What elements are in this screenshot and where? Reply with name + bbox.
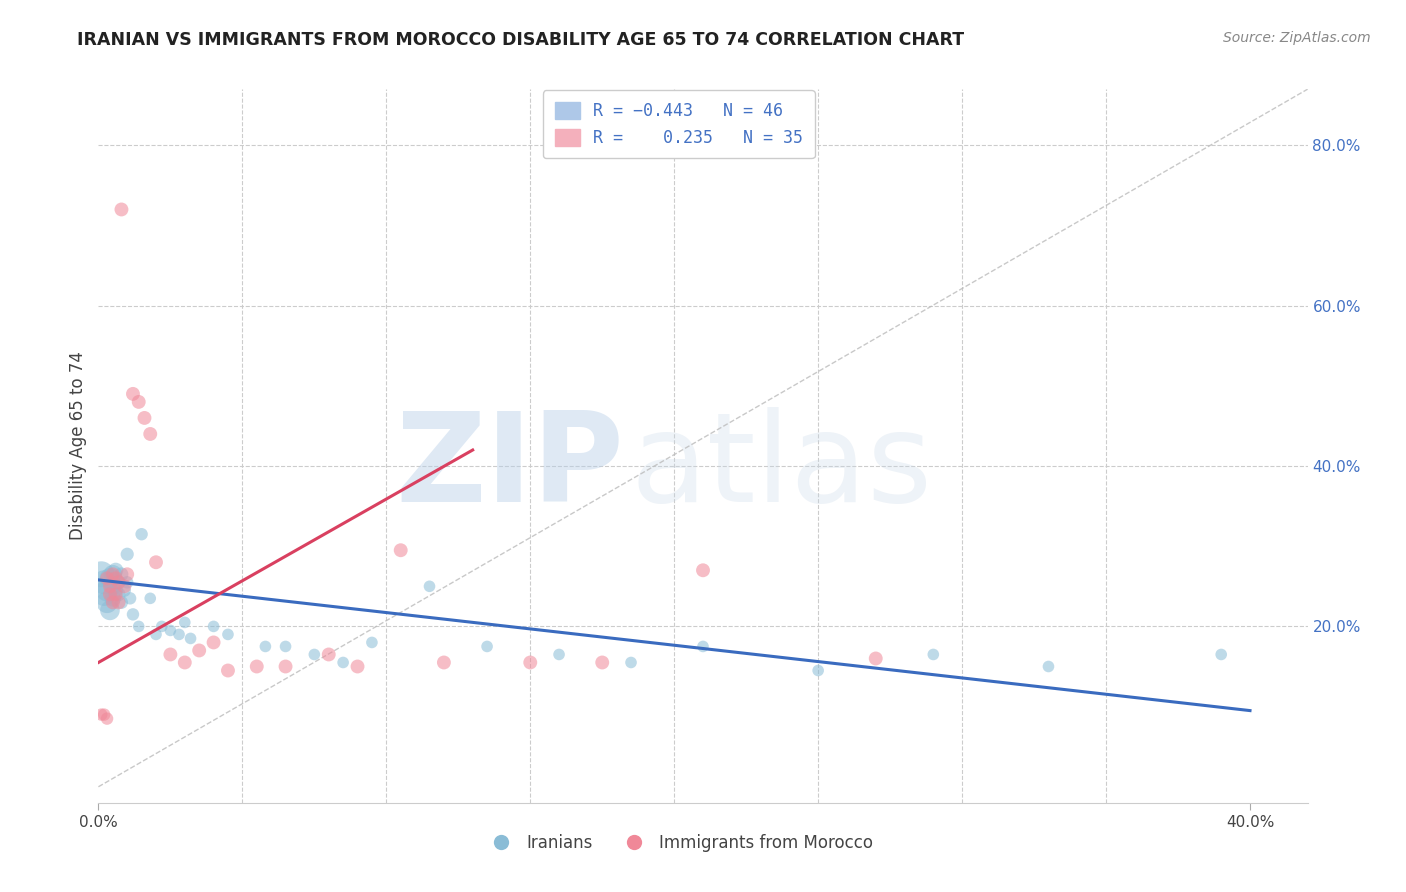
Point [110, 567, 132, 582]
Point [115, 575, 138, 590]
Point [692, 563, 714, 577]
Point [254, 640, 277, 654]
Point [145, 555, 167, 569]
Point [107, 575, 129, 590]
Point [110, 595, 132, 609]
Point [159, 648, 181, 662]
Point [591, 656, 613, 670]
Point [246, 659, 269, 673]
Point [101, 591, 124, 606]
Point [98, 571, 121, 585]
Point [98, 603, 121, 617]
Point [122, 607, 145, 622]
Text: Source: ZipAtlas.com: Source: ZipAtlas.com [1223, 31, 1371, 45]
Point [202, 619, 225, 633]
Point [807, 664, 830, 678]
Point [122, 387, 145, 401]
Point [180, 632, 202, 646]
Point [115, 547, 138, 561]
Point [104, 563, 127, 577]
Point [274, 640, 297, 654]
Point [107, 595, 129, 609]
Point [475, 640, 498, 654]
Point [217, 664, 239, 678]
Point [418, 579, 440, 593]
Point [865, 651, 887, 665]
Point [107, 575, 129, 590]
Point [131, 527, 153, 541]
Point [96, 571, 118, 585]
Point [318, 648, 340, 662]
Point [101, 567, 124, 582]
Point [150, 619, 173, 633]
Point [96, 595, 118, 609]
Point [202, 635, 225, 649]
Point [101, 595, 124, 609]
Point [120, 591, 142, 606]
Point [98, 579, 121, 593]
Point [548, 648, 571, 662]
Point [274, 659, 297, 673]
Point [620, 656, 643, 670]
Point [90, 707, 112, 722]
Point [332, 656, 354, 670]
Point [922, 648, 945, 662]
Point [93, 707, 115, 722]
Point [1211, 648, 1233, 662]
Point [145, 627, 167, 641]
Point [104, 583, 127, 598]
Point [112, 583, 135, 598]
Point [107, 587, 129, 601]
Point [96, 583, 118, 598]
Point [96, 712, 118, 726]
Point [128, 619, 150, 633]
Point [104, 571, 127, 585]
Point [159, 624, 181, 638]
Point [389, 543, 412, 558]
Point [90, 567, 112, 582]
Point [112, 579, 135, 593]
Point [139, 591, 162, 606]
Point [93, 575, 115, 590]
Point [173, 615, 195, 630]
Point [188, 643, 211, 657]
Point [217, 627, 239, 641]
Text: IRANIAN VS IMMIGRANTS FROM MOROCCO DISABILITY AGE 65 TO 74 CORRELATION CHART: IRANIAN VS IMMIGRANTS FROM MOROCCO DISAB… [77, 31, 965, 49]
Point [139, 427, 162, 442]
Point [101, 579, 124, 593]
Point [361, 635, 384, 649]
Point [93, 587, 115, 601]
Point [98, 587, 121, 601]
Point [104, 587, 127, 601]
Text: atlas: atlas [630, 407, 932, 528]
Point [115, 567, 138, 582]
Legend: Iranians, Immigrants from Morocco: Iranians, Immigrants from Morocco [478, 828, 880, 859]
Point [346, 659, 368, 673]
Point [110, 202, 132, 217]
Point [173, 656, 195, 670]
Point [433, 656, 456, 670]
Point [519, 656, 541, 670]
Point [167, 627, 190, 641]
Point [134, 411, 156, 425]
Point [1038, 659, 1060, 673]
Y-axis label: Disability Age 65 to 74: Disability Age 65 to 74 [69, 351, 87, 541]
Text: ZIP: ZIP [395, 407, 624, 528]
Point [692, 640, 714, 654]
Point [101, 567, 124, 582]
Point [128, 395, 150, 409]
Point [304, 648, 326, 662]
